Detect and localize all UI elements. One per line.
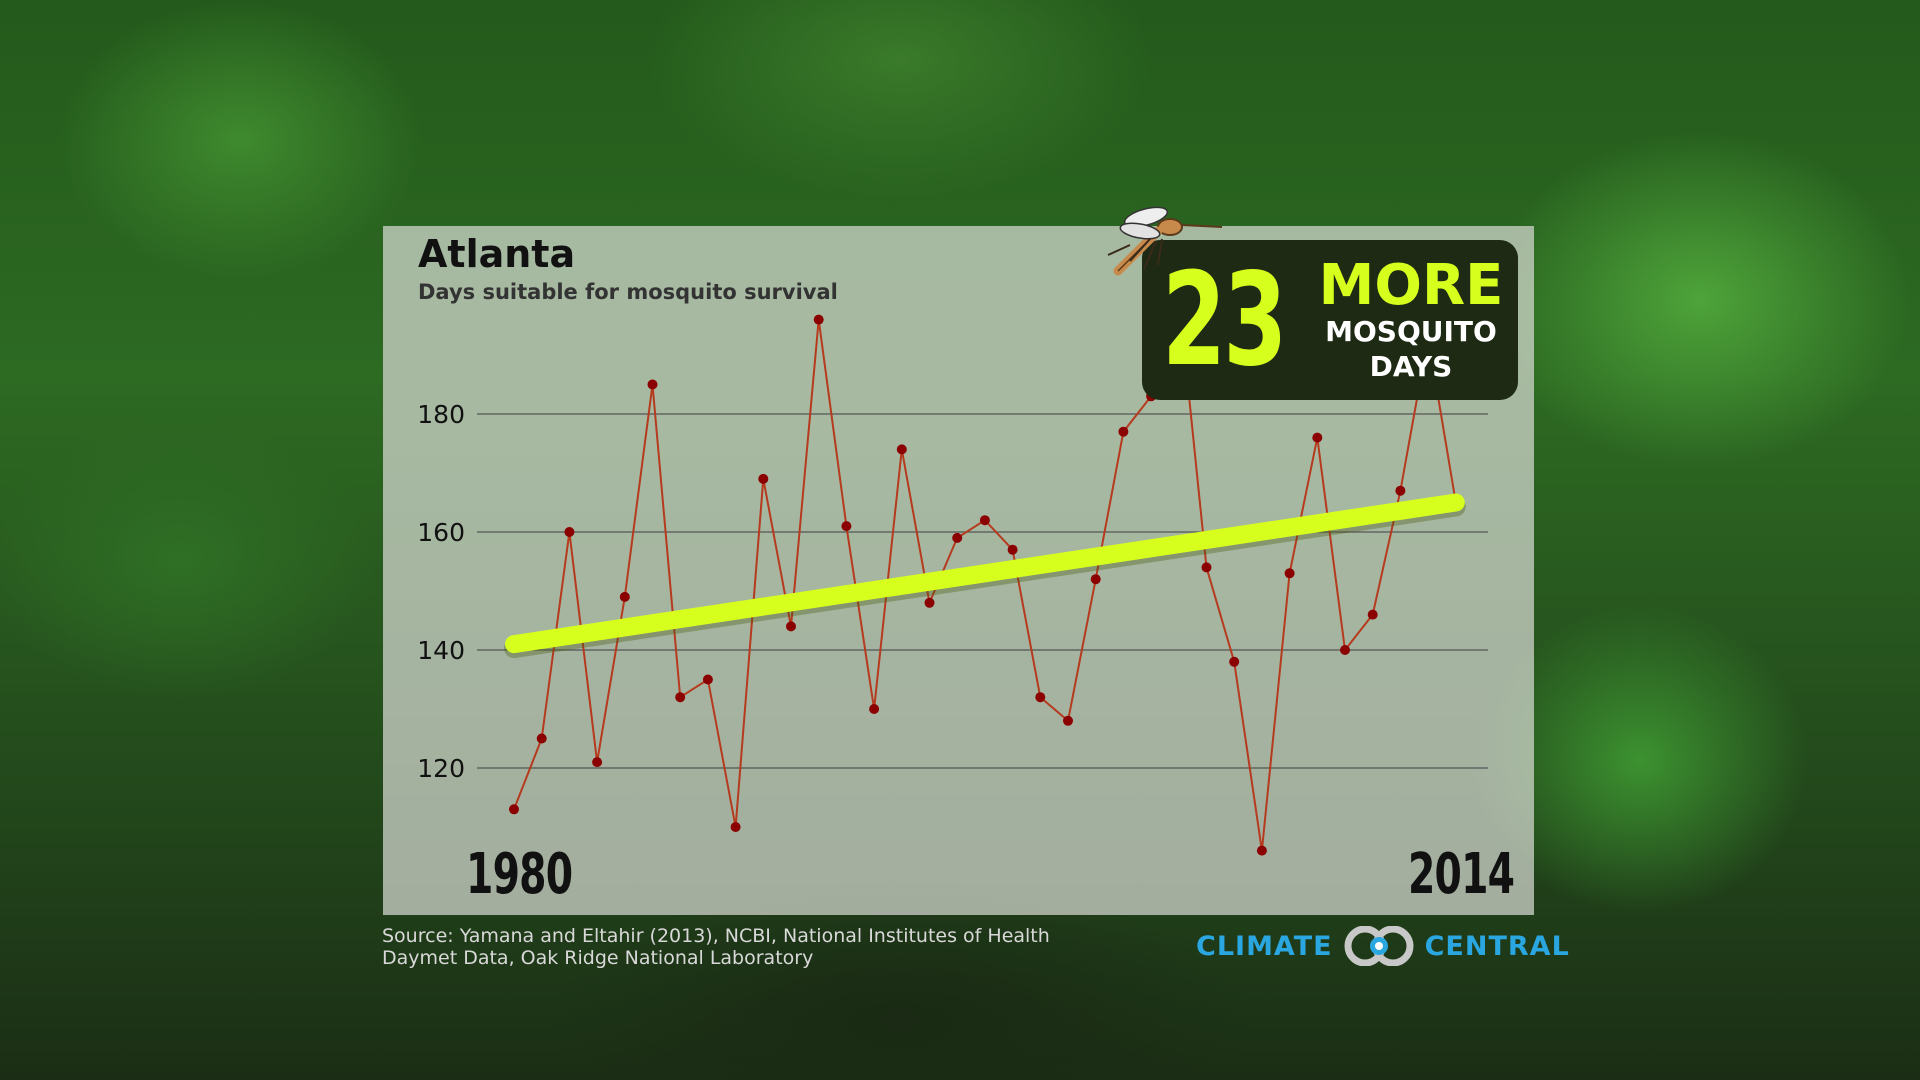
data-point xyxy=(702,674,713,685)
data-point xyxy=(786,621,796,632)
source-line-2: Daymet Data, Oak Ridge National Laborato… xyxy=(382,947,814,969)
badge-mosquito-label: MOSQUITO xyxy=(1325,315,1497,348)
climate-central-emblem-icon xyxy=(1344,926,1414,966)
data-point xyxy=(869,704,880,714)
data-point xyxy=(1090,574,1101,585)
data-point xyxy=(1201,562,1212,573)
data-point xyxy=(1284,568,1295,579)
data-point xyxy=(1118,426,1129,437)
climate-central-logo: CLIMATE CENTRAL xyxy=(1196,924,1570,968)
data-point xyxy=(509,804,519,815)
data-point xyxy=(730,822,741,832)
mosquito-icon xyxy=(1107,206,1223,276)
data-point xyxy=(1256,845,1267,856)
chart-title: Atlanta xyxy=(418,232,576,276)
callout-badge xyxy=(1142,240,1518,400)
data-point xyxy=(1063,715,1073,726)
data-point xyxy=(1035,692,1046,703)
data-point xyxy=(675,692,686,703)
data-point xyxy=(564,527,575,537)
data-point xyxy=(979,515,990,526)
y-tick-label: 120 xyxy=(417,754,465,783)
data-point xyxy=(1007,544,1018,555)
trend-line xyxy=(505,493,1465,654)
start-year-label: 1980 xyxy=(466,842,573,907)
y-tick-label: 180 xyxy=(417,400,465,429)
badge-number: 23 xyxy=(1162,246,1287,395)
chart-subtitle: Days suitable for mosquito survival xyxy=(418,280,838,304)
source-note: Source: Yamana and Eltahir (2013), NCBI,… xyxy=(382,925,1050,969)
data-point xyxy=(758,473,769,484)
brand-right-text: CENTRAL xyxy=(1424,930,1570,962)
data-point xyxy=(592,757,603,768)
data-point xyxy=(841,521,852,532)
source-line-1: Source: Yamana and Eltahir (2013), NCBI,… xyxy=(382,925,1050,947)
data-point xyxy=(619,591,630,602)
data-point xyxy=(1340,645,1350,655)
data-point xyxy=(1395,485,1406,496)
data-point xyxy=(952,532,963,543)
data-point xyxy=(1229,656,1240,667)
data-point xyxy=(813,314,824,325)
y-tick-label: 140 xyxy=(417,636,465,665)
brand-left-text: CLIMATE xyxy=(1196,930,1333,962)
data-point xyxy=(647,379,658,390)
badge-days-label: DAYS xyxy=(1369,350,1453,383)
end-year-label: 2014 xyxy=(1407,842,1515,907)
data-point xyxy=(896,444,907,455)
data-point xyxy=(1312,432,1323,443)
data-point xyxy=(924,597,935,608)
badge-more-label: MORE xyxy=(1318,253,1504,318)
y-tick-label: 160 xyxy=(417,518,465,547)
data-point xyxy=(1367,609,1378,620)
data-point xyxy=(536,733,547,744)
